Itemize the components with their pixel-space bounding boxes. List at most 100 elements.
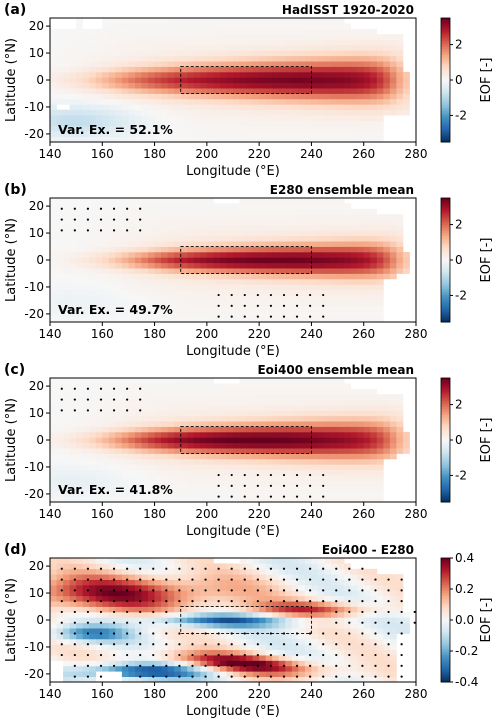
heatmap-cell bbox=[200, 410, 207, 416]
heatmap-cell bbox=[279, 220, 286, 226]
heatmap-cell bbox=[122, 40, 129, 46]
heatmap-cell bbox=[148, 580, 155, 586]
stipple-dot bbox=[113, 388, 115, 390]
heatmap-cell bbox=[194, 104, 201, 110]
heatmap-cell bbox=[318, 443, 325, 449]
heatmap-cell bbox=[357, 300, 364, 306]
heatmap-cell bbox=[135, 273, 142, 279]
x-tick-label: 240 bbox=[300, 507, 323, 521]
heatmap-cell bbox=[174, 607, 181, 613]
heatmap-cell bbox=[311, 475, 318, 481]
heatmap-cell bbox=[272, 284, 279, 290]
heatmap-cell bbox=[174, 470, 181, 476]
heatmap-cell bbox=[142, 563, 149, 569]
heatmap-cell bbox=[292, 416, 299, 422]
heatmap-cell bbox=[351, 389, 358, 395]
heatmap-cell bbox=[207, 421, 214, 427]
heatmap-cell bbox=[102, 214, 109, 220]
y-tick-label: -10 bbox=[24, 460, 44, 474]
heatmap-cell bbox=[266, 448, 273, 454]
heatmap-cell bbox=[351, 88, 358, 94]
stipple-dot bbox=[309, 474, 311, 476]
heatmap-cell bbox=[233, 220, 240, 226]
heatmap-cell bbox=[377, 67, 384, 73]
stipple-dot bbox=[218, 485, 220, 487]
heatmap-cell bbox=[305, 220, 312, 226]
heatmap-cell bbox=[311, 383, 318, 389]
heatmap-cell bbox=[220, 88, 227, 94]
heatmap-cell bbox=[115, 405, 122, 411]
heatmap-cell bbox=[76, 61, 83, 67]
heatmap-cell bbox=[311, 295, 318, 301]
heatmap-cell bbox=[102, 225, 109, 231]
heatmap-cell bbox=[194, 257, 201, 263]
heatmap-cell bbox=[207, 214, 214, 220]
heatmap-cell bbox=[96, 61, 103, 67]
heatmap-cell bbox=[168, 40, 175, 46]
heatmap-cell bbox=[364, 416, 371, 422]
heatmap-cell bbox=[142, 389, 149, 395]
heatmap-cell bbox=[364, 61, 371, 67]
heatmap-cell bbox=[298, 617, 305, 623]
heatmap-cell bbox=[370, 220, 377, 226]
heatmap-cell bbox=[135, 115, 142, 121]
heatmap-cell bbox=[377, 290, 384, 296]
heatmap-cell bbox=[338, 56, 345, 62]
heatmap-cell bbox=[220, 394, 227, 400]
heatmap-cell bbox=[155, 110, 162, 116]
heatmap-cell bbox=[272, 580, 279, 586]
heatmap-cell bbox=[364, 295, 371, 301]
heatmap-cell bbox=[226, 110, 233, 116]
heatmap-cell bbox=[266, 263, 273, 269]
heatmap-cell bbox=[161, 61, 168, 67]
heatmap-cell bbox=[187, 230, 194, 236]
heatmap-cell bbox=[142, 416, 149, 422]
heatmap-cell bbox=[76, 410, 83, 416]
heatmap-cell bbox=[96, 45, 103, 51]
heatmap-cell bbox=[233, 470, 240, 476]
heatmap-cell bbox=[272, 558, 279, 564]
heatmap-cell bbox=[161, 443, 168, 449]
heatmap-cell bbox=[364, 257, 371, 263]
heatmap-cell bbox=[89, 660, 96, 666]
heatmap-cell bbox=[370, 279, 377, 285]
heatmap-cell bbox=[305, 40, 312, 46]
heatmap-cell bbox=[102, 644, 109, 650]
heatmap-cell bbox=[370, 83, 377, 89]
heatmap-cell bbox=[233, 475, 240, 481]
heatmap-cell bbox=[325, 432, 332, 438]
heatmap-cell bbox=[76, 263, 83, 269]
heatmap-cell bbox=[155, 612, 162, 618]
heatmap-cell bbox=[200, 311, 207, 317]
heatmap-cell bbox=[246, 306, 253, 312]
heatmap-cell bbox=[377, 83, 384, 89]
heatmap-cell bbox=[181, 623, 188, 629]
heatmap-cell bbox=[364, 268, 371, 274]
heatmap-cell bbox=[57, 88, 64, 94]
stipple-dot bbox=[322, 305, 324, 307]
heatmap-cell bbox=[357, 120, 364, 126]
heatmap-cell bbox=[298, 475, 305, 481]
heatmap-cell bbox=[50, 628, 57, 634]
heatmap-cell bbox=[253, 284, 260, 290]
heatmap-cell bbox=[344, 72, 351, 78]
heatmap-cell bbox=[76, 453, 83, 459]
heatmap-cell bbox=[298, 241, 305, 247]
heatmap-cell bbox=[298, 596, 305, 602]
heatmap-cell bbox=[285, 220, 292, 226]
heatmap-cell bbox=[115, 437, 122, 443]
heatmap-cell bbox=[155, 241, 162, 247]
heatmap-cell bbox=[318, 257, 325, 263]
colorbar-tick-label: -2 bbox=[455, 468, 467, 482]
heatmap-cell bbox=[325, 290, 332, 296]
heatmap-cell bbox=[390, 67, 397, 73]
heatmap-cell bbox=[174, 416, 181, 422]
heatmap-cell bbox=[155, 214, 162, 220]
heatmap-cell bbox=[318, 72, 325, 78]
heatmap-cell bbox=[272, 666, 279, 672]
heatmap-cell bbox=[155, 563, 162, 569]
heatmap-cell bbox=[181, 88, 188, 94]
heatmap-cell bbox=[135, 295, 142, 301]
heatmap-cell bbox=[253, 99, 260, 105]
heatmap-cell bbox=[253, 486, 260, 492]
